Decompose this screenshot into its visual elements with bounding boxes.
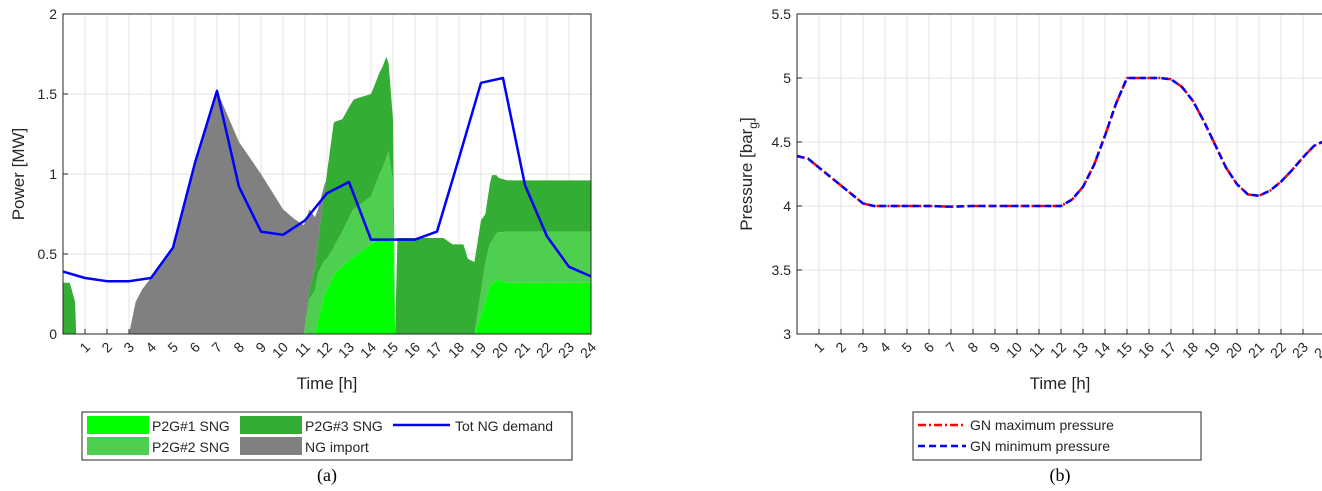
legend-label-p2g3: P2G#3 SNG: [305, 418, 383, 434]
x-tick-label: 2: [832, 339, 849, 356]
x-tick-label: 9: [986, 339, 1003, 356]
area-ng-import: [63, 56, 591, 335]
x-tick-label: 1: [76, 339, 93, 356]
x-tick-label: 20: [1223, 339, 1245, 361]
x-tick-label: 18: [445, 339, 467, 361]
legend-swatch-p2g1: [87, 416, 149, 434]
legend-label-demand: Tot NG demand: [455, 418, 553, 434]
x-tick-label: 8: [964, 339, 981, 356]
x-tick-label: 12: [313, 339, 335, 361]
legend-label-ng-import: NG import: [305, 439, 369, 455]
stacked-areas-a: [63, 56, 591, 335]
x-tick-label: 21: [1245, 339, 1267, 361]
x-tick-label: 3: [120, 339, 137, 356]
y-tick-label: 5.5: [772, 6, 792, 22]
y-tick-label: 1: [49, 166, 57, 182]
y-tick-labels-a: 0 0.5 1 1.5 2: [38, 6, 58, 342]
y-tick-label: 0: [49, 326, 57, 342]
x-tick-label: 13: [335, 339, 357, 361]
area-p2g-1-sng: [63, 238, 591, 334]
panel-b-pressure-chart: 1 2 3 4 5 6 7 8 9 10 11 12 13 14 15 16 17 18 19 20 21 22 23 24 …: [737, 6, 1322, 486]
panel-a-power-chart: 1 2 3 4 5 6 7 8 9 10 11 12 13 14 15 16 17 18 19 20 21 22 23 24 …: [9, 6, 599, 486]
x-tick-label: 18: [1179, 339, 1201, 361]
line-gn-maximum-pressure: [796, 76, 1322, 208]
x-tick-label: 17: [423, 339, 445, 361]
x-axis-label-a: Time [h]: [297, 374, 358, 393]
x-tick-labels-b: 1 2 3 4 5 6 7 8 9 10 11 12 13 14 15 16 17 18 19 20 21 22 23 24: [810, 339, 1322, 361]
x-tick-label: 9: [252, 339, 269, 356]
x-tick-label: 24: [1311, 339, 1322, 361]
x-tick-label: 3: [854, 339, 871, 356]
caption-a: (a): [317, 465, 337, 486]
legend-b: GN maximum pressure GN minimum pressure: [912, 411, 1202, 461]
x-tick-label: 11: [292, 339, 314, 361]
y-axis-label-a: Power [MW]: [9, 128, 28, 221]
legend-label-max-pressure: GN maximum pressure: [970, 417, 1114, 433]
axes-frame-b: [796, 13, 1322, 335]
x-tick-label: 24: [577, 339, 599, 361]
line-gn-minimum-pressure: [796, 76, 1322, 208]
x-tick-label: 21: [511, 339, 533, 361]
x-tick-label: 7: [942, 339, 959, 356]
x-tick-label: 5: [164, 339, 181, 356]
x-tick-label: 17: [1157, 339, 1179, 361]
x-tick-label: 10: [269, 339, 291, 361]
x-tick-label: 7: [208, 339, 225, 356]
x-tick-label: 12: [1047, 339, 1069, 361]
x-tick-label: 6: [920, 339, 937, 356]
x-tick-label: 5: [898, 339, 915, 356]
y-tick-label: 3.5: [772, 262, 792, 278]
x-tick-label: 1: [810, 339, 827, 356]
y-tick-label: 1.5: [38, 86, 58, 102]
x-tick-label: 19: [467, 339, 489, 361]
pressure-lines-b: [796, 76, 1322, 208]
legend-swatch-p2g3: [240, 416, 302, 434]
x-tick-label: 16: [1135, 339, 1157, 361]
legend-swatch-p2g2: [87, 437, 149, 455]
x-tick-label: 15: [1113, 339, 1135, 361]
legend-label-p2g1: P2G#1 SNG: [152, 418, 230, 434]
x-axis-label-b: Time [h]: [1030, 374, 1091, 393]
legend-swatch-ng-import: [240, 437, 302, 455]
y-tick-labels-b: 3 3.5 4 4.5 5 5.5: [772, 6, 792, 342]
x-tick-label: 8: [230, 339, 247, 356]
x-tick-label: 14: [1091, 339, 1113, 361]
y-tick-label: 3: [783, 326, 791, 342]
y-axis-label-b: Pressure [barg]: [737, 117, 760, 230]
x-tick-label: 22: [533, 339, 555, 361]
x-tick-label: 23: [555, 339, 577, 361]
area-p2g-3-sng: [63, 56, 591, 335]
x-tick-label: 6: [186, 339, 203, 356]
y-tick-label: 4.5: [772, 134, 792, 150]
axes-frame-a: [62, 13, 592, 335]
legend-label-p2g2: P2G#2 SNG: [152, 439, 230, 455]
y-tick-label: 0.5: [38, 246, 58, 262]
line-tot-ng-demand: [62, 76, 592, 283]
legend-box-a: [81, 411, 573, 461]
x-tick-label: 15: [379, 339, 401, 361]
x-tick-label: 4: [876, 339, 893, 356]
demand-line-a: [62, 76, 592, 283]
x-tick-label: 11: [1026, 339, 1048, 361]
legend-a: P2G#1 SNG P2G#2 SNG P2G#3 SNG NG import …: [81, 411, 573, 461]
x-tick-labels-a: 1 2 3 4 5 6 7 8 9 10 11 12 13 14 15 16 17 18 19 20 21 22 23 24: [76, 339, 599, 361]
plot-area-b: [797, 14, 1322, 334]
x-tick-label: 2: [98, 339, 115, 356]
x-tick-label: 10: [1003, 339, 1025, 361]
legend-box-b: [912, 411, 1202, 461]
x-tick-label: 19: [1201, 339, 1223, 361]
x-tick-label: 20: [489, 339, 511, 361]
x-tick-label: 22: [1267, 339, 1289, 361]
x-tick-label: 14: [357, 339, 379, 361]
y-tick-label: 5: [783, 70, 791, 86]
y-tick-label: 2: [49, 6, 57, 22]
x-tick-label: 4: [142, 339, 159, 356]
x-tick-label: 16: [401, 339, 423, 361]
y-tick-label: 4: [783, 198, 791, 214]
legend-label-min-pressure: GN minimum pressure: [970, 438, 1110, 454]
x-tick-label: 13: [1069, 339, 1091, 361]
caption-b: (b): [1050, 465, 1071, 486]
x-tick-label: 23: [1289, 339, 1311, 361]
